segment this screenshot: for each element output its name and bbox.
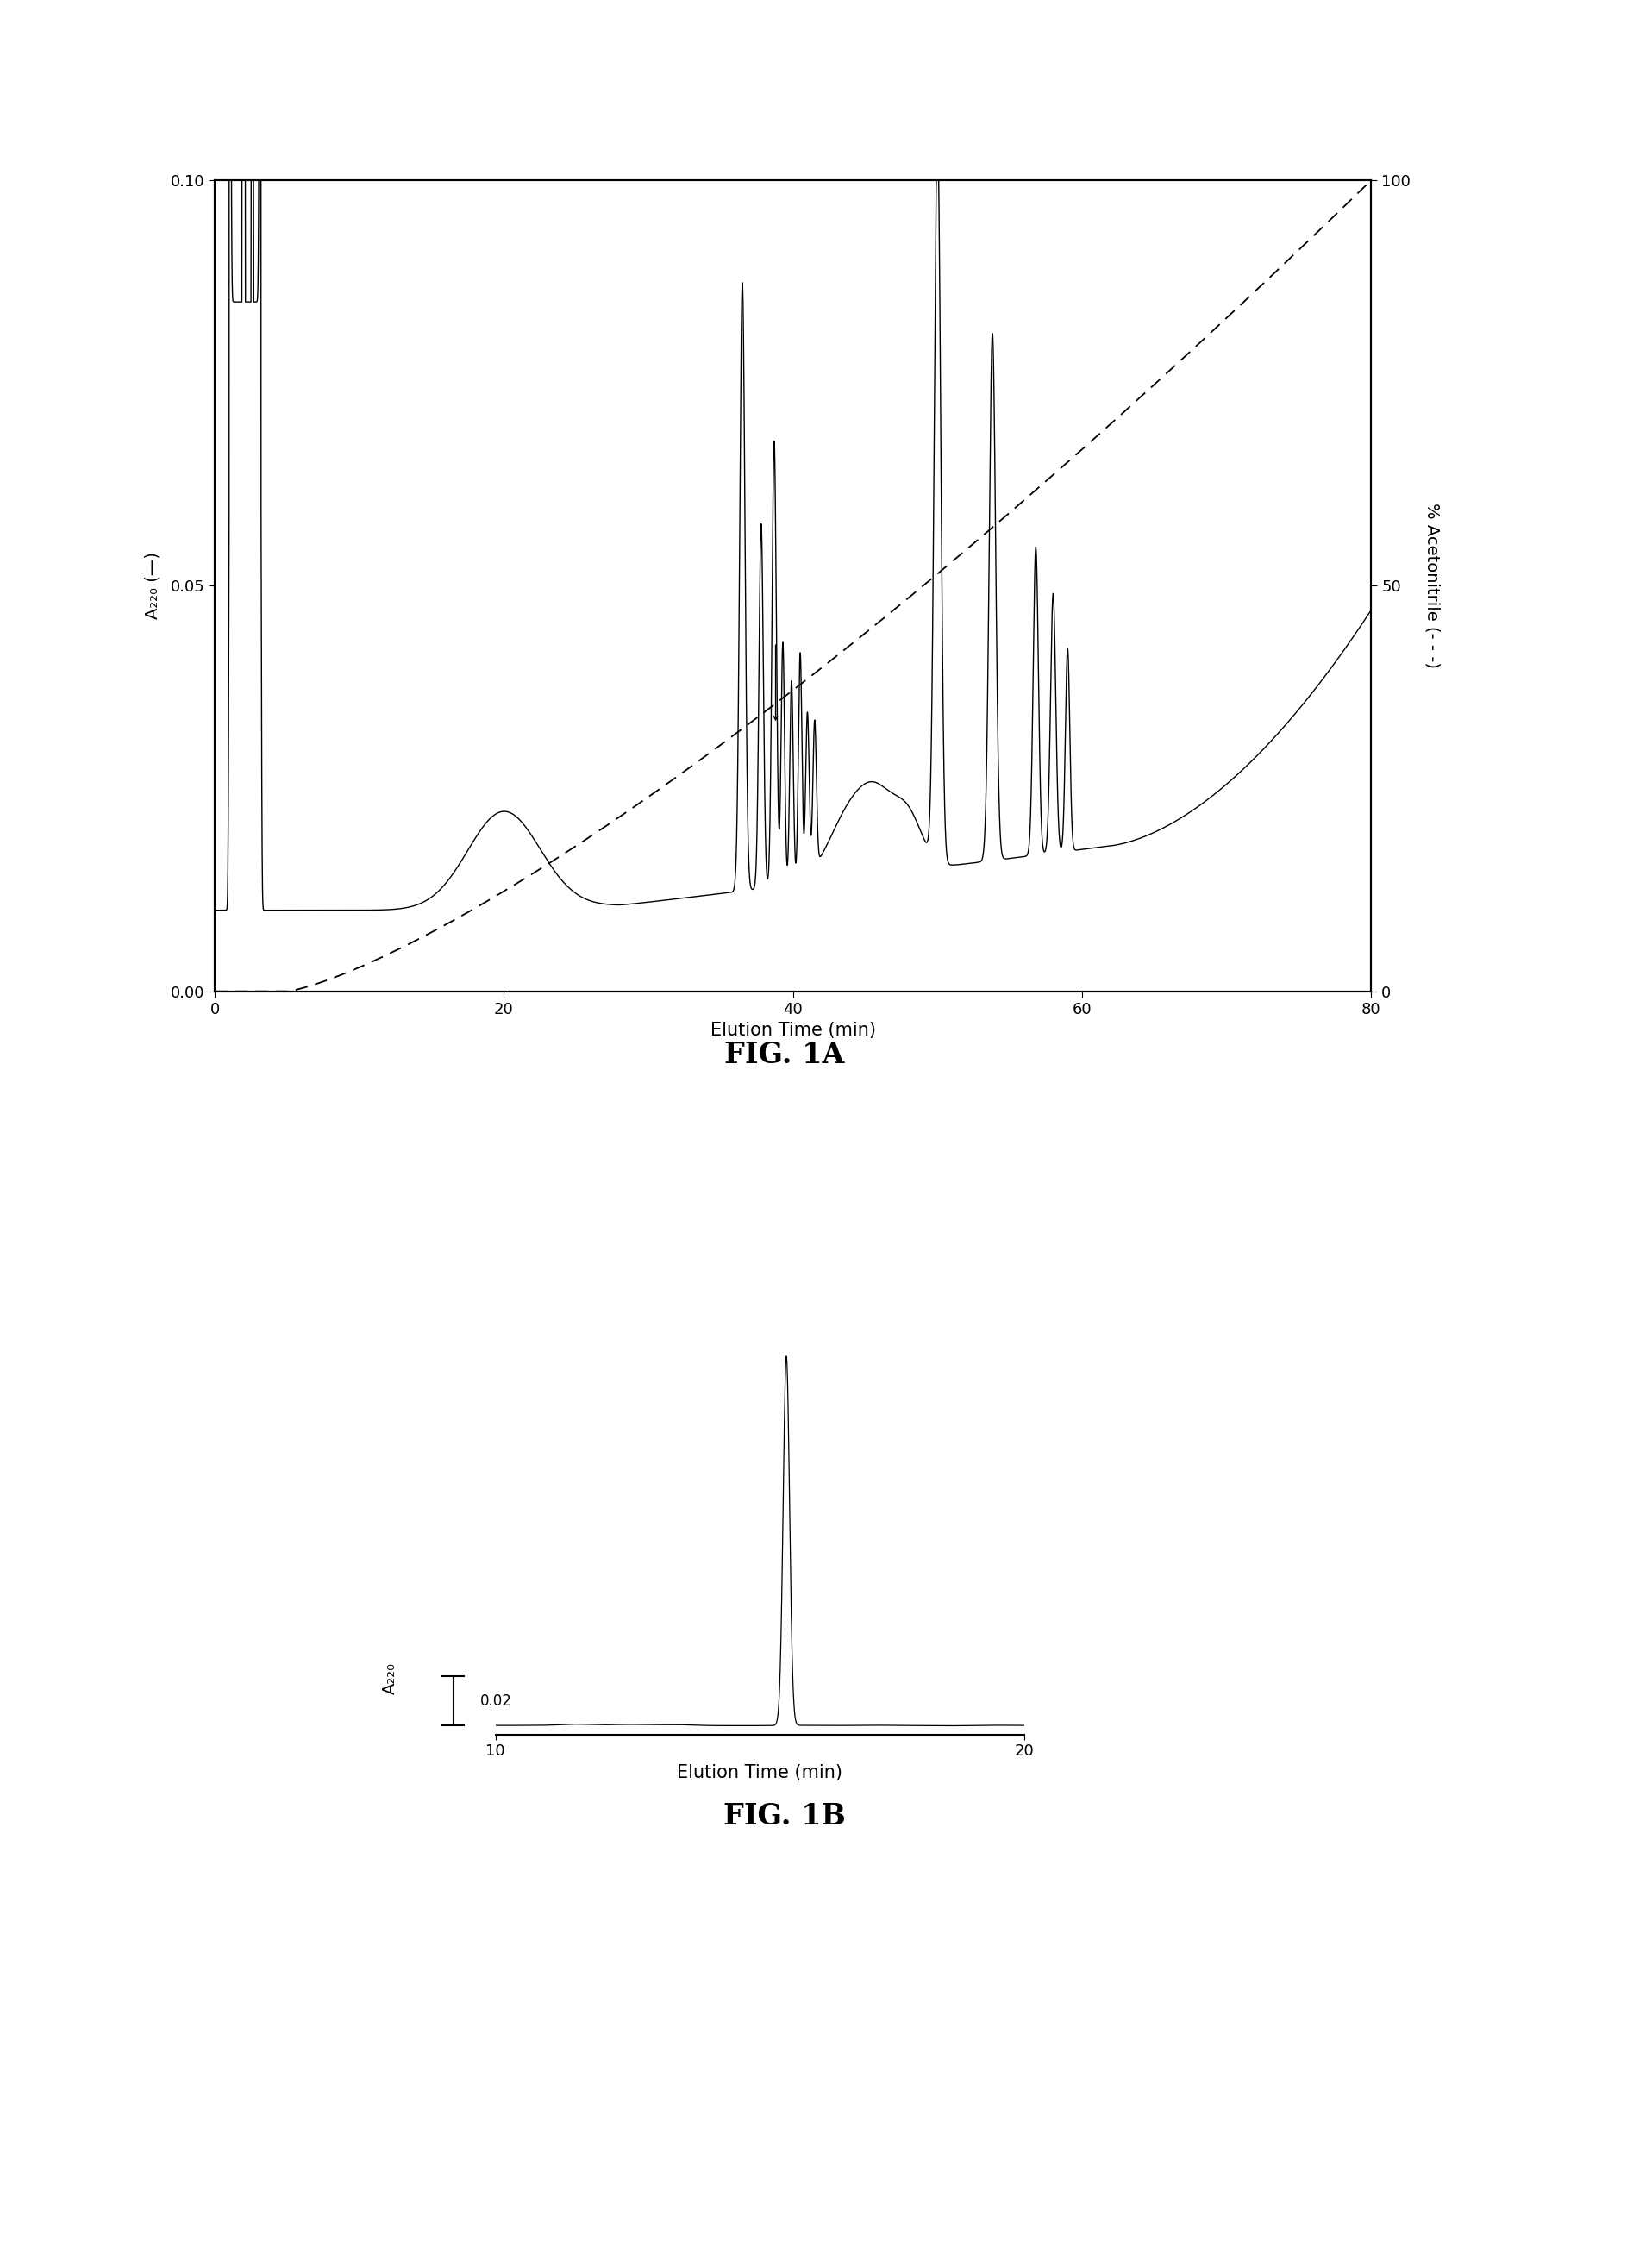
Text: FIG. 1B: FIG. 1B (724, 1802, 846, 1832)
Y-axis label: % Acetonitrile (- - -): % Acetonitrile (- - -) (1424, 502, 1441, 669)
Text: FIG. 1A: FIG. 1A (725, 1041, 844, 1070)
Y-axis label: A₂₂₀ (—): A₂₂₀ (—) (144, 552, 160, 620)
X-axis label: Elution Time (min): Elution Time (min) (677, 1764, 843, 1782)
X-axis label: Elution Time (min): Elution Time (min) (710, 1023, 876, 1039)
Text: A₂₂₀: A₂₂₀ (382, 1663, 398, 1694)
Text: 0.02: 0.02 (479, 1692, 512, 1708)
